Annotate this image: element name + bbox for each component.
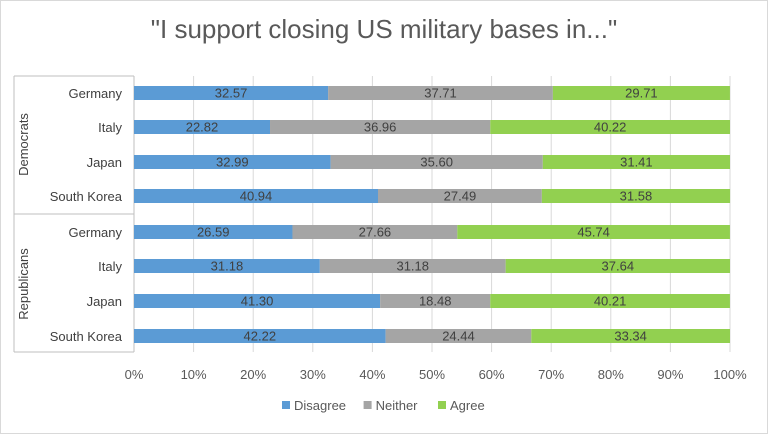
data-label: 31.41 (620, 155, 653, 170)
data-label: 27.49 (444, 189, 477, 204)
x-tick-label: 100% (713, 367, 747, 382)
data-label: 37.64 (602, 259, 635, 274)
data-label: 18.48 (419, 294, 452, 309)
bar-agree (505, 259, 730, 273)
x-tick-label: 0% (125, 367, 144, 382)
data-label: 24.44 (442, 329, 475, 344)
x-tick-label: 40% (359, 367, 385, 382)
x-tick-label: 60% (479, 367, 505, 382)
data-label: 32.57 (215, 86, 248, 101)
category-label: Japan (87, 294, 122, 309)
bar-disagree (134, 155, 331, 169)
bar-disagree (134, 86, 329, 100)
category-label: Italy (98, 120, 122, 135)
data-label: 42.22 (244, 329, 277, 344)
data-label: 22.82 (186, 120, 219, 135)
data-label: 45.74 (577, 225, 610, 240)
data-label: 31.58 (620, 189, 653, 204)
bar-neither (292, 225, 458, 239)
category-label: South Korea (50, 189, 123, 204)
bar-agree (490, 120, 730, 134)
x-tick-label: 70% (538, 367, 564, 382)
category-label: Italy (98, 259, 122, 274)
bar-agree (542, 155, 730, 169)
bar-agree (457, 225, 730, 239)
bar-agree (552, 86, 730, 100)
x-tick-label: 90% (657, 367, 683, 382)
x-tick-label: 10% (181, 367, 207, 382)
category-label: Germany (69, 86, 123, 101)
legend-swatch-agree (438, 401, 446, 409)
bar-neither (270, 120, 491, 134)
data-label: 29.71 (625, 86, 658, 101)
data-label: 41.30 (241, 294, 274, 309)
bar-disagree (134, 225, 293, 239)
legend-swatch-neither (363, 401, 372, 409)
x-tick-label: 30% (300, 367, 326, 382)
bar-disagree (134, 294, 381, 308)
bar-agree (541, 189, 731, 203)
data-label: 26.59 (197, 225, 230, 240)
data-label: 40.94 (240, 189, 273, 204)
legend-swatch-disagree (282, 401, 290, 409)
data-label: 37.71 (424, 86, 457, 101)
bar-neither (319, 259, 506, 273)
bar-disagree (134, 189, 379, 203)
bar-agree (490, 294, 730, 308)
data-label: 31.18 (396, 259, 429, 274)
bar-disagree (134, 259, 320, 273)
x-tick-label: 50% (419, 367, 445, 382)
data-label: 33.34 (614, 329, 647, 344)
bar-neither (385, 329, 532, 343)
data-label: 31.18 (211, 259, 244, 274)
x-tick-label: 20% (240, 367, 266, 382)
legend-label: Neither (376, 398, 419, 413)
category-label: South Korea (50, 329, 123, 344)
bar-agree (531, 329, 730, 343)
x-tick-label: 80% (598, 367, 624, 382)
data-label: 40.21 (594, 294, 627, 309)
group-label: Democrats (16, 113, 31, 176)
bar-disagree (134, 120, 271, 134)
group-label: Republicans (16, 248, 31, 320)
bar-neither (378, 189, 542, 203)
chart-title: "I support closing US military bases in.… (150, 14, 618, 44)
legend-label: Agree (450, 398, 485, 413)
data-label: 35.60 (420, 155, 453, 170)
bar-disagree (134, 329, 386, 343)
data-label: 32.99 (216, 155, 249, 170)
bar-neither (328, 86, 553, 100)
data-label: 36.96 (364, 120, 397, 135)
data-label: 27.66 (359, 225, 392, 240)
bar-neither (330, 155, 543, 169)
bar-neither (380, 294, 491, 308)
category-label: Japan (87, 155, 122, 170)
data-label: 40.22 (594, 120, 627, 135)
category-label: Germany (69, 225, 123, 240)
legend-label: Disagree (294, 398, 346, 413)
